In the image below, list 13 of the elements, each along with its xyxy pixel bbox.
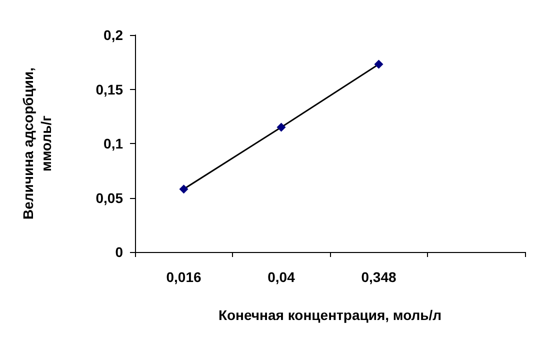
x-tick-label: 0,016 xyxy=(166,269,202,285)
point xyxy=(374,60,384,69)
point xyxy=(179,184,188,194)
point xyxy=(276,122,286,132)
x-tick-label: 0,04 xyxy=(268,269,296,285)
x-axis-title: Конечная концентрация, моль/л xyxy=(218,307,442,323)
y-axis-title: Величина адсорбции, ммоль/г xyxy=(20,68,54,220)
y-tick-label: 0,05 xyxy=(96,190,124,206)
x-tick-label: 0,348 xyxy=(361,269,396,285)
y-tick-label: 0,2 xyxy=(104,27,124,43)
y-tick-label: 0,1 xyxy=(104,136,124,152)
y-tick-label: 0,15 xyxy=(96,81,124,98)
y-tick-label: 0 xyxy=(115,244,124,260)
